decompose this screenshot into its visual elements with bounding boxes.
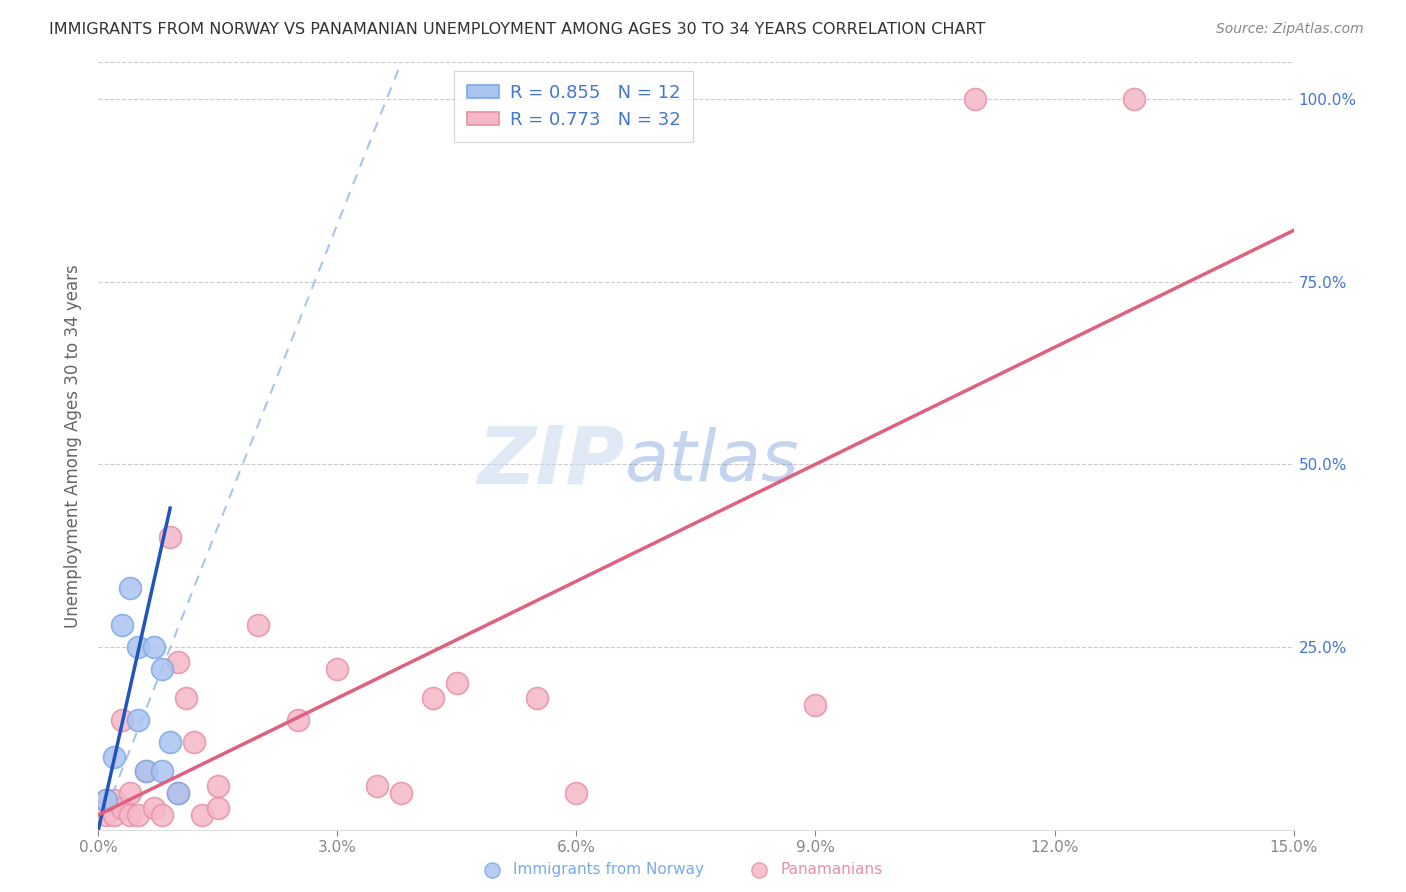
Text: Panamanians: Panamanians — [780, 863, 883, 877]
Point — [526, 691, 548, 706]
Point — [804, 698, 827, 713]
Point — [207, 779, 229, 793]
Point — [150, 662, 173, 676]
Point — [143, 800, 166, 814]
Point — [389, 786, 412, 800]
Point — [143, 640, 166, 654]
Point — [326, 662, 349, 676]
Text: Immigrants from Norway: Immigrants from Norway — [513, 863, 704, 877]
Point — [150, 764, 173, 778]
Y-axis label: Unemployment Among Ages 30 to 34 years: Unemployment Among Ages 30 to 34 years — [65, 264, 83, 628]
Point — [174, 691, 197, 706]
Point — [103, 749, 125, 764]
Point — [183, 735, 205, 749]
Point — [111, 800, 134, 814]
Point — [120, 786, 142, 800]
Point — [103, 793, 125, 807]
Point — [96, 808, 118, 822]
Text: ZIP: ZIP — [477, 422, 624, 500]
Point — [446, 676, 468, 690]
Point — [127, 640, 149, 654]
Point — [246, 618, 269, 632]
Point — [287, 713, 309, 727]
Point — [159, 530, 181, 544]
Point — [120, 582, 142, 596]
Point — [565, 786, 588, 800]
Point — [167, 655, 190, 669]
Point — [96, 793, 118, 807]
Point — [207, 800, 229, 814]
Point — [111, 713, 134, 727]
Point — [366, 779, 388, 793]
Point — [1123, 92, 1146, 106]
Point — [103, 808, 125, 822]
Point — [127, 808, 149, 822]
Point — [127, 713, 149, 727]
Point — [191, 808, 214, 822]
Point — [111, 618, 134, 632]
Point — [96, 793, 118, 807]
Point — [159, 735, 181, 749]
Point — [167, 786, 190, 800]
Point — [135, 764, 157, 778]
Legend: R = 0.855   N = 12, R = 0.773   N = 32: R = 0.855 N = 12, R = 0.773 N = 32 — [454, 71, 693, 142]
Point — [963, 92, 986, 106]
Text: atlas: atlas — [624, 427, 799, 496]
Point — [422, 691, 444, 706]
Text: IMMIGRANTS FROM NORWAY VS PANAMANIAN UNEMPLOYMENT AMONG AGES 30 TO 34 YEARS CORR: IMMIGRANTS FROM NORWAY VS PANAMANIAN UNE… — [49, 22, 986, 37]
Text: Source: ZipAtlas.com: Source: ZipAtlas.com — [1216, 22, 1364, 37]
Point — [150, 808, 173, 822]
Point — [135, 764, 157, 778]
Point — [120, 808, 142, 822]
Point — [167, 786, 190, 800]
